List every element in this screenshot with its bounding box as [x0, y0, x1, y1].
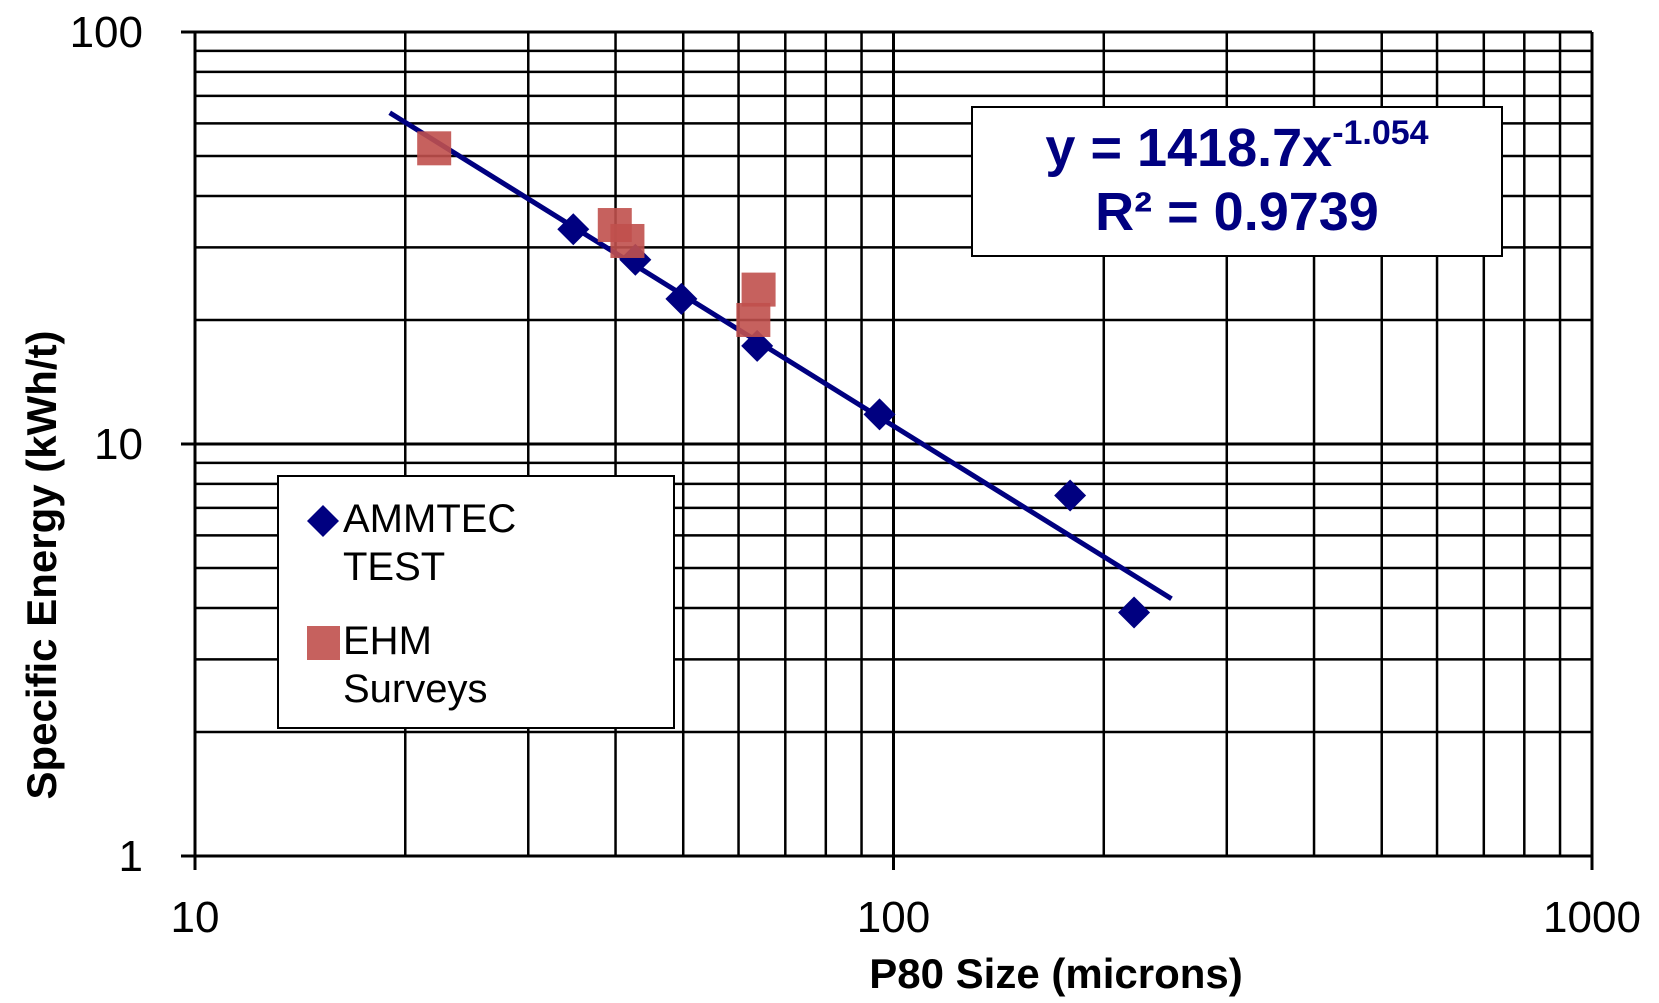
y-axis-title: Specific Energy (kWh/t): [18, 330, 65, 799]
equation-box: y = 1418.7x-1.054 R² = 0.9739: [971, 106, 1503, 257]
data-point: [417, 131, 452, 166]
y-tick-label: 100: [70, 8, 143, 57]
grid: [181, 30, 1594, 870]
data-point: [741, 272, 776, 307]
legend-label: EHM Surveys: [343, 619, 488, 711]
legend-marker: [307, 505, 339, 537]
trendline: [388, 110, 1173, 601]
legend-marker: [307, 626, 340, 660]
x-tick-label: 1000: [1543, 893, 1641, 942]
y-tick-label: 10: [94, 420, 143, 469]
equation-exponent: -1.054: [1332, 114, 1429, 152]
x-axis-title: P80 Size (microns): [869, 950, 1242, 997]
y-tick-label: 1: [119, 832, 143, 881]
data-point: [1054, 479, 1087, 512]
data-point: [557, 213, 590, 246]
data-point: [736, 302, 771, 337]
data-point: [610, 223, 645, 258]
data-point: [665, 282, 698, 315]
r-squared: R² = 0.9739: [1095, 182, 1379, 242]
data-point: [741, 329, 774, 362]
legend: AMMTEC TEST EHM Surveys: [277, 475, 675, 729]
data-point: [1118, 596, 1151, 629]
x-tick-label: 10: [171, 893, 220, 942]
equation-text: y = 1418.7x: [1045, 118, 1333, 178]
legend-symbol: [307, 505, 339, 537]
legend-symbol: [307, 626, 340, 660]
legend-entry: AMMTEC TEST: [307, 495, 663, 591]
legend-label: AMMTEC TEST: [343, 497, 517, 589]
data-point: [619, 243, 652, 276]
data-point: [863, 398, 896, 431]
equation: y = 1418.7x-1.054: [973, 116, 1501, 180]
x-tick-label: 100: [857, 893, 930, 942]
legend-entry: EHM Surveys: [307, 617, 663, 713]
